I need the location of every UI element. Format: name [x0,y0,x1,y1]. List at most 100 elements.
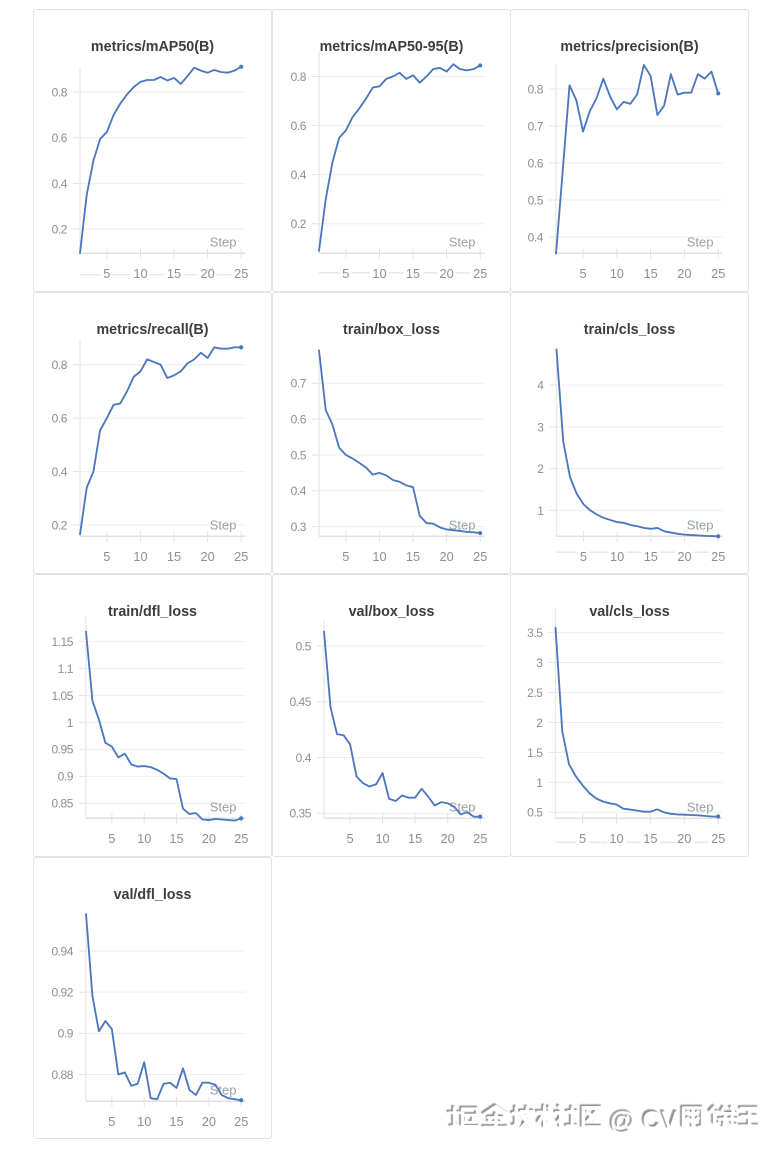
svg-text:1.15: 1.15 [51,635,73,649]
svg-text:4: 4 [537,378,544,392]
svg-text:0.35: 0.35 [289,807,311,821]
svg-text:20: 20 [677,549,691,564]
svg-text:5: 5 [580,549,587,564]
svg-text:train/dfl_loss: train/dfl_loss [108,604,197,620]
svg-text:1.1: 1.1 [58,662,74,676]
svg-text:Step: Step [448,235,475,250]
svg-text:10: 10 [610,549,624,564]
svg-text:val/cls_loss: val/cls_loss [589,604,669,620]
svg-text:10: 10 [137,1114,151,1129]
svg-text:0.6: 0.6 [290,412,306,426]
svg-text:0.7: 0.7 [290,376,306,390]
svg-text:20: 20 [677,266,691,281]
svg-text:0.8: 0.8 [290,70,306,84]
svg-text:0.9: 0.9 [58,1026,74,1040]
svg-text:0.4: 0.4 [295,751,311,765]
svg-text:10: 10 [375,831,389,846]
svg-text:0.2: 0.2 [290,217,306,231]
svg-text:5: 5 [103,266,110,281]
svg-text:0.2: 0.2 [52,518,68,532]
svg-text:2: 2 [537,462,544,476]
svg-text:0.9: 0.9 [58,770,74,784]
svg-text:metrics/mAP50-95(B): metrics/mAP50-95(B) [319,39,463,55]
svg-text:20: 20 [440,831,454,846]
svg-text:2: 2 [536,716,543,730]
svg-text:25: 25 [234,831,248,846]
svg-text:0.3: 0.3 [290,520,306,534]
svg-text:Step: Step [210,800,237,815]
svg-text:15: 15 [169,831,183,846]
svg-text:val/dfl_loss: val/dfl_loss [114,887,192,903]
svg-text:25: 25 [234,549,248,564]
svg-text:0.4: 0.4 [52,464,68,478]
svg-text:15: 15 [405,549,419,564]
svg-text:25: 25 [711,266,725,281]
svg-text:5: 5 [108,1114,115,1129]
svg-text:15: 15 [408,831,422,846]
svg-text:25: 25 [473,266,487,281]
svg-text:@ CV: @ CV [608,1104,677,1134]
svg-text:10: 10 [372,549,386,564]
svg-text:25: 25 [711,549,725,564]
svg-text:10: 10 [137,831,151,846]
svg-text:Step: Step [448,517,475,532]
svg-text:Step: Step [210,235,237,250]
svg-text:0.5: 0.5 [295,639,311,653]
svg-text:@ CV: @ CV [610,1106,679,1136]
svg-text:3.5: 3.5 [527,626,543,640]
svg-text:0.92: 0.92 [51,985,73,999]
svg-text:5: 5 [579,266,586,281]
svg-text:5: 5 [579,831,586,846]
svg-text:15: 15 [169,1114,183,1129]
svg-text:15: 15 [644,266,658,281]
svg-text:0.95: 0.95 [51,743,73,757]
svg-text:10: 10 [133,266,147,281]
svg-text:5: 5 [346,831,353,846]
svg-text:0.2: 0.2 [52,223,68,237]
svg-text:0.85: 0.85 [51,797,73,811]
svg-text:20: 20 [439,549,453,564]
svg-text:0.6: 0.6 [52,131,68,145]
svg-text:1: 1 [67,716,74,730]
svg-text:20: 20 [202,831,216,846]
svg-text:0.6: 0.6 [52,411,68,425]
svg-text:5: 5 [108,831,115,846]
svg-text:25: 25 [473,549,487,564]
svg-text:0.4: 0.4 [52,177,68,191]
svg-text:0.4: 0.4 [528,230,544,244]
svg-text:val/box_loss: val/box_loss [348,604,434,620]
svg-text:20: 20 [201,549,215,564]
svg-text:20: 20 [201,266,215,281]
svg-text:1: 1 [537,503,544,517]
svg-text:1: 1 [536,776,543,790]
svg-text:10: 10 [609,831,623,846]
svg-text:15: 15 [167,266,181,281]
svg-text:20: 20 [439,266,453,281]
svg-text:25: 25 [234,1114,248,1129]
svg-text:15: 15 [644,549,658,564]
svg-text:0.8: 0.8 [52,86,68,100]
svg-text:15: 15 [405,266,419,281]
svg-text:20: 20 [677,831,691,846]
svg-text:0.7: 0.7 [528,119,544,133]
svg-text:5: 5 [342,549,349,564]
svg-text:train/cls_loss: train/cls_loss [584,322,675,338]
svg-text:Step: Step [687,235,714,250]
svg-text:0.88: 0.88 [51,1067,73,1081]
svg-text:0.6: 0.6 [290,119,306,133]
svg-text:3: 3 [537,420,544,434]
svg-text:10: 10 [372,266,386,281]
svg-text:20: 20 [202,1114,216,1129]
svg-text:25: 25 [473,831,487,846]
svg-text:metrics/recall(B): metrics/recall(B) [96,322,208,338]
svg-text:metrics/precision(B): metrics/precision(B) [560,39,698,55]
svg-text:15: 15 [643,831,657,846]
svg-text:5: 5 [342,266,349,281]
svg-text:5: 5 [103,549,110,564]
svg-text:Step: Step [687,800,714,815]
svg-text:10: 10 [133,549,147,564]
svg-text:0.5: 0.5 [528,193,544,207]
svg-text:0.8: 0.8 [52,358,68,372]
svg-text:metrics/mAP50(B): metrics/mAP50(B) [91,39,214,55]
svg-text:0.5: 0.5 [290,448,306,462]
